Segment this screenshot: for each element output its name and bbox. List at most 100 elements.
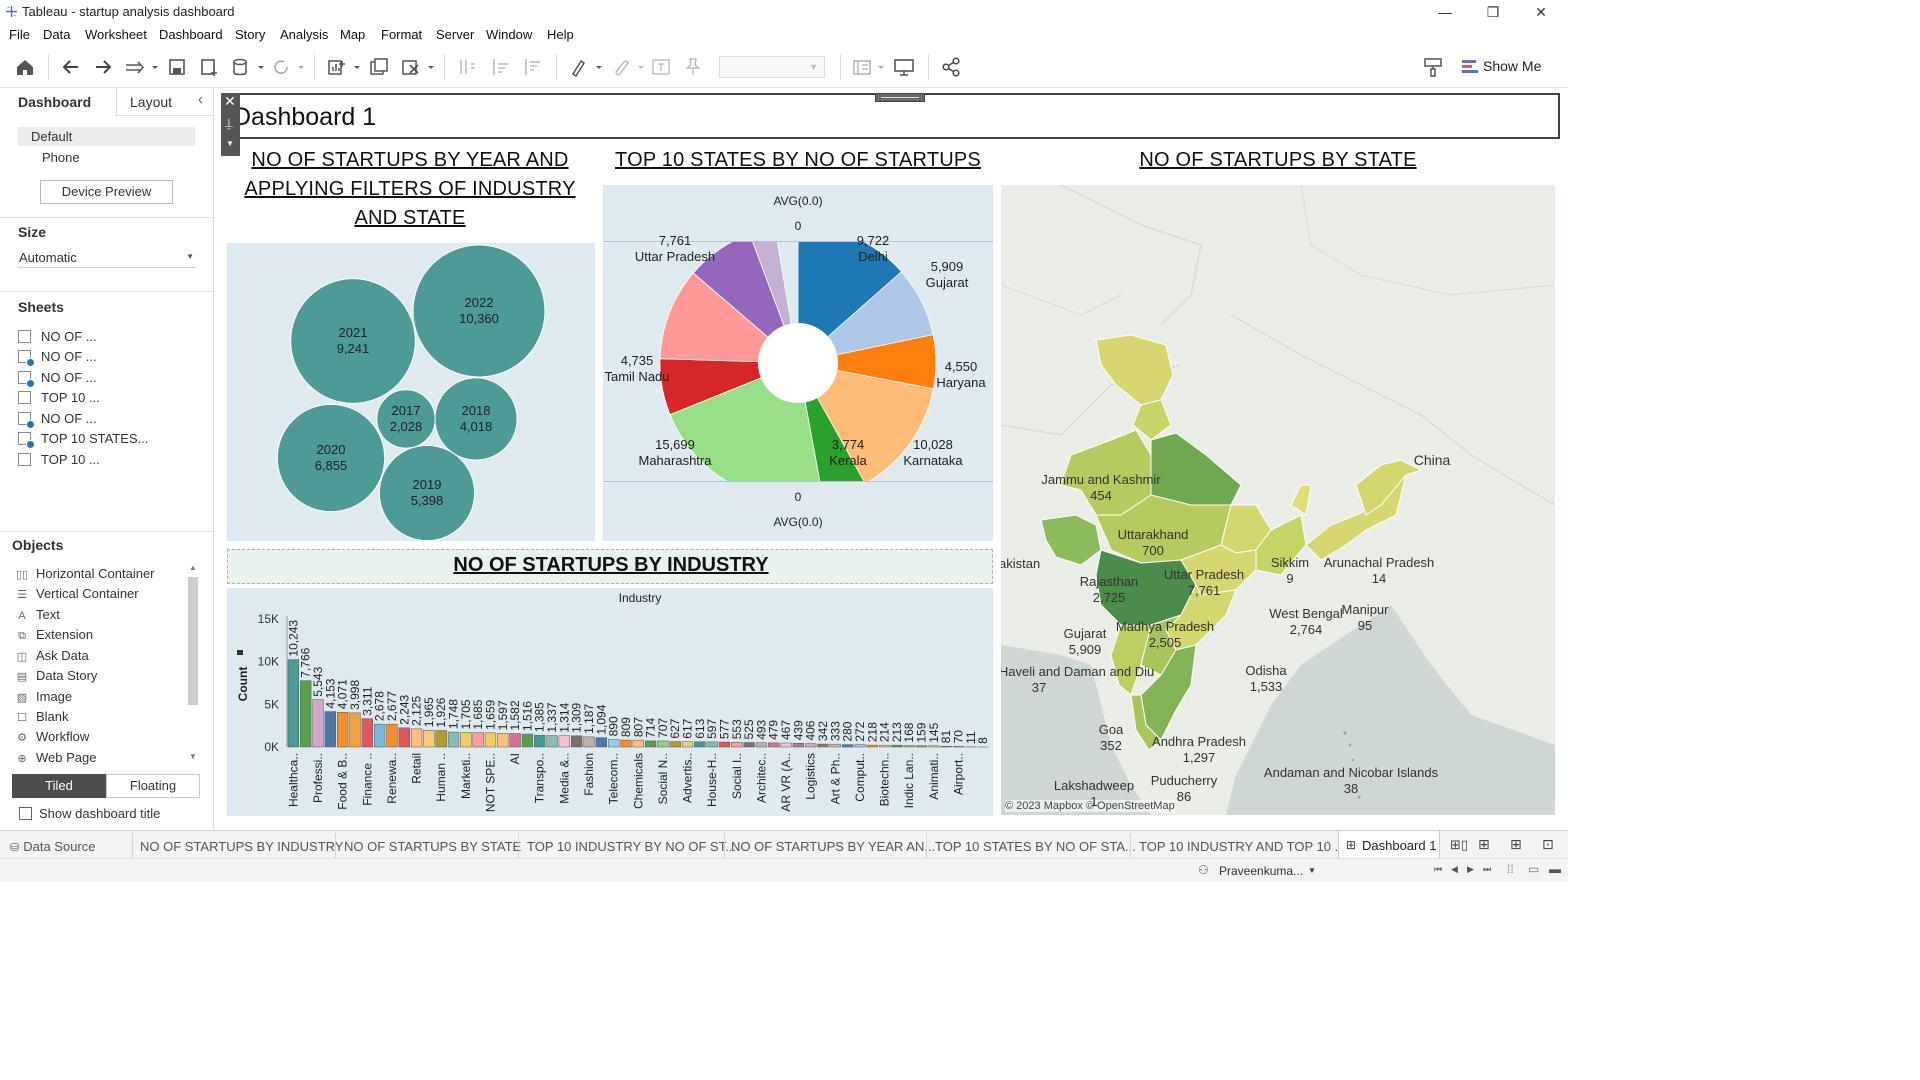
sheet-item[interactable]: NO OF ...: [18, 349, 97, 367]
menu-worksheet[interactable]: Worksheet: [85, 27, 147, 42]
next-sheet-icon[interactable]: ▶: [1467, 864, 1474, 874]
sheet-item[interactable]: NO OF ...: [18, 370, 97, 388]
show-me-button[interactable]: Show Me: [1460, 57, 1550, 79]
object-extension[interactable]: ⧉ Extension: [14, 627, 93, 643]
device-preview-button[interactable]: Device Preview: [40, 180, 173, 204]
user-menu[interactable]: ⚇ Praveenkuma... ▼: [1192, 862, 1324, 880]
menu-help[interactable]: Help: [547, 27, 574, 42]
menu-analysis[interactable]: Analysis: [280, 27, 329, 42]
object-image[interactable]: ▨ Image: [14, 689, 72, 704]
format-painter-icon[interactable]: [1422, 56, 1444, 78]
bar-28: [632, 739, 644, 748]
tab-sheet[interactable]: NO OF STARTUPS BY INDUSTRY: [140, 839, 344, 854]
more-options-icon[interactable]: ▼: [226, 139, 234, 148]
replay-icon[interactable]: [124, 56, 160, 78]
prev-sheet-icon[interactable]: ◀: [1451, 864, 1458, 874]
tab-sheet[interactable]: TOP 10 INDUSTRY BY NO OF ST...: [527, 839, 737, 854]
presentation-mode-icon[interactable]: [893, 56, 915, 78]
show-hide-cards-icon[interactable]: [852, 56, 888, 78]
menu-map[interactable]: Map: [340, 27, 366, 42]
refresh-icon[interactable]: [270, 56, 306, 78]
show-sheet-sorter-icon[interactable]: ⁞⁞: [1507, 862, 1514, 876]
show-tabs-icon[interactable]: ▬: [1549, 862, 1561, 876]
device-phone[interactable]: Phone: [42, 150, 80, 165]
swap-rows-columns-icon[interactable]: [456, 56, 478, 78]
show-title-checkbox[interactable]: [19, 807, 32, 820]
redo-icon[interactable]: [92, 56, 114, 78]
restore-button[interactable]: ❐: [1486, 4, 1500, 20]
tab-data-source[interactable]: ⛁ Data Source: [10, 839, 95, 854]
menu-server[interactable]: Server: [436, 27, 475, 42]
object-blank[interactable]: ☐ Blank: [14, 709, 68, 724]
bar-9: [398, 727, 410, 748]
sort-descending-icon[interactable]: [522, 56, 544, 78]
dashboard-title-box[interactable]: Dashboard 1: [225, 93, 1560, 139]
highlight-icon[interactable]: [568, 56, 604, 78]
bar-42: [805, 743, 817, 748]
first-sheet-icon[interactable]: ⏮: [1434, 864, 1443, 874]
pie-category-label: Maharashtra: [639, 453, 713, 468]
fit-dropdown[interactable]: ▼: [719, 56, 825, 78]
menu-file[interactable]: File: [9, 27, 30, 42]
tab-sheet[interactable]: TOP 10 INDUSTRY AND TOP 10 ...: [1139, 839, 1346, 854]
object-text[interactable]: A Text: [14, 607, 60, 622]
clear-sheet-icon[interactable]: [400, 56, 436, 78]
floating-button[interactable]: Floating: [106, 774, 200, 798]
sheet-item[interactable]: NO OF ...: [18, 411, 97, 429]
bar-value-label: 577: [717, 719, 731, 739]
close-button[interactable]: ✕: [1535, 4, 1547, 20]
device-default[interactable]: Default: [18, 127, 195, 146]
object-web-page[interactable]: ⊕ Web Page: [14, 750, 96, 765]
duplicate-sheet-icon[interactable]: [368, 56, 390, 78]
undo-icon[interactable]: [60, 56, 82, 78]
object-ask-data[interactable]: ◫ Ask Data: [14, 648, 89, 663]
last-sheet-icon[interactable]: ⏭: [1483, 864, 1492, 874]
tab-sheet[interactable]: TOP 10 STATES BY NO OF STA...: [935, 839, 1136, 854]
share-icon[interactable]: [940, 56, 962, 78]
tab-dashboard[interactable]: Dashboard: [0, 88, 116, 116]
tab-dashboard-1[interactable]: ⊞ Dashboard 1: [1338, 831, 1440, 859]
new-data-source-icon[interactable]: [198, 56, 220, 78]
menu-story[interactable]: Story: [235, 27, 266, 42]
show-mark-labels-icon[interactable]: [650, 56, 672, 78]
remove-icon[interactable]: ✕: [224, 93, 236, 109]
tab-sheet[interactable]: NO OF STARTUPS BY STATE: [344, 839, 522, 854]
minimize-button[interactable]: —: [1438, 4, 1452, 20]
industry-title-box: NO OF STARTUPS BY INDUSTRY: [227, 549, 993, 584]
fix-axes-icon[interactable]: [682, 56, 704, 78]
sheet-item[interactable]: TOP 10 ...: [18, 452, 100, 467]
show-filmstrip-icon[interactable]: ▭: [1528, 862, 1540, 876]
drag-handle[interactable]: [875, 93, 925, 102]
show-title-label: Show dashboard title: [39, 806, 161, 821]
object-workflow[interactable]: ⚙ Workflow: [14, 729, 89, 744]
bar-44: [829, 743, 841, 748]
objects-scrollbar[interactable]: ▲ ▼: [188, 563, 198, 761]
tiled-button[interactable]: Tiled: [12, 774, 106, 798]
menu-dashboard[interactable]: Dashboard: [159, 27, 223, 42]
menu-data[interactable]: Data: [43, 27, 71, 42]
new-dashboard-tab-icon[interactable]: ⊞: [1510, 836, 1522, 852]
sheet-item[interactable]: NO OF ...: [18, 329, 97, 344]
menu-format[interactable]: Format: [381, 27, 423, 42]
sheet-item[interactable]: TOP 10 ...: [18, 390, 100, 405]
new-worksheet-tab-icon[interactable]: ⊞: [1478, 836, 1490, 852]
pause-auto-updates-icon[interactable]: [230, 56, 266, 78]
object-data-story[interactable]: ▤ Data Story: [14, 668, 98, 683]
new-story-tab-icon[interactable]: ⊡: [1542, 836, 1554, 852]
move-handle-icon[interactable]: ⍊: [225, 115, 233, 130]
tab-more-icon[interactable]: ⊞▯: [1450, 837, 1469, 852]
sheet-item[interactable]: TOP 10 STATES...: [18, 431, 148, 449]
menu-window[interactable]: Window: [486, 27, 533, 42]
save-icon[interactable]: [166, 56, 188, 78]
new-worksheet-icon[interactable]: [326, 56, 362, 78]
sort-ascending-icon[interactable]: [490, 56, 512, 78]
home-icon[interactable]: [14, 56, 36, 78]
object-vertical-container[interactable]: ☰ Vertical Container: [14, 586, 139, 601]
collapse-panel-icon[interactable]: ‹: [198, 91, 203, 108]
size-dropdown[interactable]: Automatic ▼: [18, 248, 196, 268]
tab-layout[interactable]: Layout ‹: [116, 88, 213, 116]
tab-sheet[interactable]: NO OF STARTUPS BY YEAR AN...: [731, 839, 936, 854]
object-horizontal-container[interactable]: ▯▯ Horizontal Container: [14, 566, 155, 581]
show-me-icon: [1462, 60, 1478, 73]
group-members-icon[interactable]: [610, 56, 646, 78]
